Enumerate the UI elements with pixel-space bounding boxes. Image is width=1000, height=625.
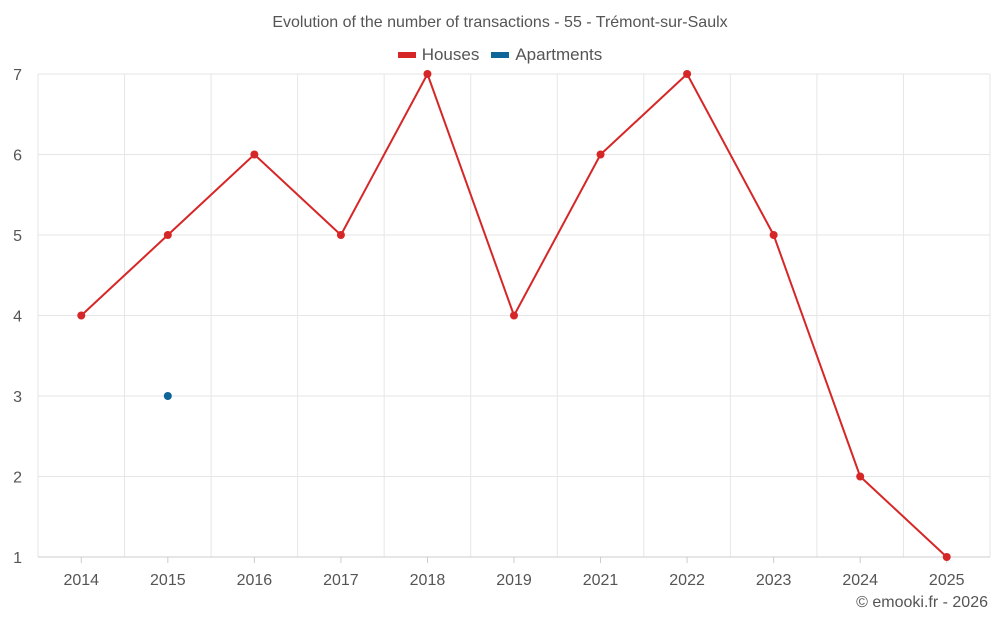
- x-tick-label: 2022: [669, 572, 705, 589]
- data-point-houses: [510, 311, 518, 320]
- y-tick-label: 7: [13, 67, 22, 84]
- data-point-apartments: [163, 392, 172, 400]
- legend-swatch-apartments: [491, 52, 510, 58]
- x-tick-label: 2025: [929, 572, 965, 589]
- x-tick-label: 2017: [323, 572, 359, 589]
- data-point-houses: [250, 150, 259, 159]
- legend-swatch-houses: [397, 52, 416, 58]
- x-tick-label: 2024: [842, 572, 878, 589]
- x-tick-label: 2015: [150, 572, 186, 589]
- data-point-houses: [77, 311, 86, 320]
- data-point-houses: [163, 231, 172, 239]
- y-tick-label: 3: [13, 389, 22, 406]
- data-point-houses: [769, 231, 778, 239]
- x-tick-label: 2023: [756, 572, 792, 589]
- x-tick-label: 2019: [496, 572, 532, 589]
- y-tick-label: 5: [13, 228, 22, 245]
- y-tick-label: 6: [13, 148, 22, 165]
- data-point-houses: [423, 70, 432, 78]
- legend-item-houses[interactable]: Houses: [397, 45, 480, 65]
- x-tick-label: 2016: [237, 572, 273, 589]
- x-tick-label: 2021: [583, 572, 619, 589]
- x-tick-label: 2018: [410, 572, 446, 589]
- credit-text: © emooki.fr - 2026: [856, 594, 988, 611]
- legend-label-houses: Houses: [421, 45, 480, 64]
- legend-label-apartments: Apartments: [515, 45, 603, 64]
- y-tick-label: 1: [13, 550, 22, 567]
- data-point-houses: [942, 553, 951, 561]
- data-point-houses: [596, 150, 605, 159]
- data-point-houses: [683, 70, 692, 78]
- y-tick-label: 4: [13, 309, 22, 326]
- x-tick-label: 2014: [63, 572, 99, 589]
- data-point-houses: [856, 472, 865, 481]
- data-point-houses: [336, 231, 345, 239]
- chart-title: Evolution of the number of transactions …: [272, 14, 728, 31]
- legend-item-apartments[interactable]: Apartments: [491, 45, 602, 65]
- legend: Houses Apartments: [0, 45, 1000, 65]
- y-tick-label: 2: [13, 470, 22, 487]
